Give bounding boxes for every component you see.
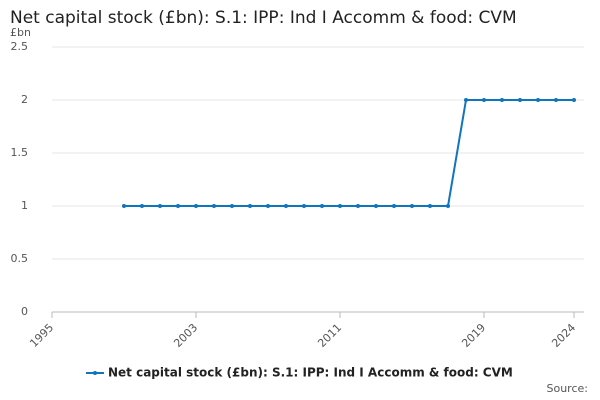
x-tick-label: 2019 [459, 321, 488, 350]
point [338, 204, 342, 208]
point [554, 98, 558, 102]
x-tick-label: 2011 [315, 321, 344, 350]
point [464, 98, 468, 102]
x-tick-label: 1995 [27, 321, 56, 350]
point [320, 204, 324, 208]
x-tick-label: 2003 [171, 321, 200, 350]
source: Source: [547, 382, 589, 395]
line [124, 99, 574, 207]
point [212, 204, 216, 208]
point [176, 204, 180, 208]
point [284, 204, 288, 208]
point [392, 204, 396, 208]
y-tick-label: 0.5 [11, 252, 29, 265]
point [140, 204, 144, 208]
point [122, 204, 126, 208]
point [194, 204, 198, 208]
point [248, 204, 252, 208]
y-tick-label: 2.5 [11, 40, 29, 53]
point [500, 98, 504, 102]
y-tick-label: 0 [21, 305, 28, 318]
point [230, 204, 234, 208]
point [356, 204, 360, 208]
chart-title: Net capital stock (£bn): S.1: IPP: Ind I… [10, 8, 517, 28]
point [374, 204, 378, 208]
point [158, 204, 162, 208]
point [446, 204, 450, 208]
legend-label: Net capital stock (£bn): S.1: IPP: Ind I… [108, 366, 513, 380]
y-tick-label: 1.5 [11, 146, 29, 159]
point [536, 98, 540, 102]
point [266, 204, 270, 208]
y-unit: £bn [10, 26, 31, 39]
point [428, 204, 432, 208]
y-tick-label: 1 [21, 199, 28, 212]
y-tick-label: 2 [21, 93, 28, 106]
point [572, 98, 576, 102]
point [410, 204, 414, 208]
point [482, 98, 486, 102]
legend-marker [93, 371, 97, 375]
x-tick-label: 2024 [549, 321, 578, 350]
point [302, 204, 306, 208]
point [518, 98, 522, 102]
